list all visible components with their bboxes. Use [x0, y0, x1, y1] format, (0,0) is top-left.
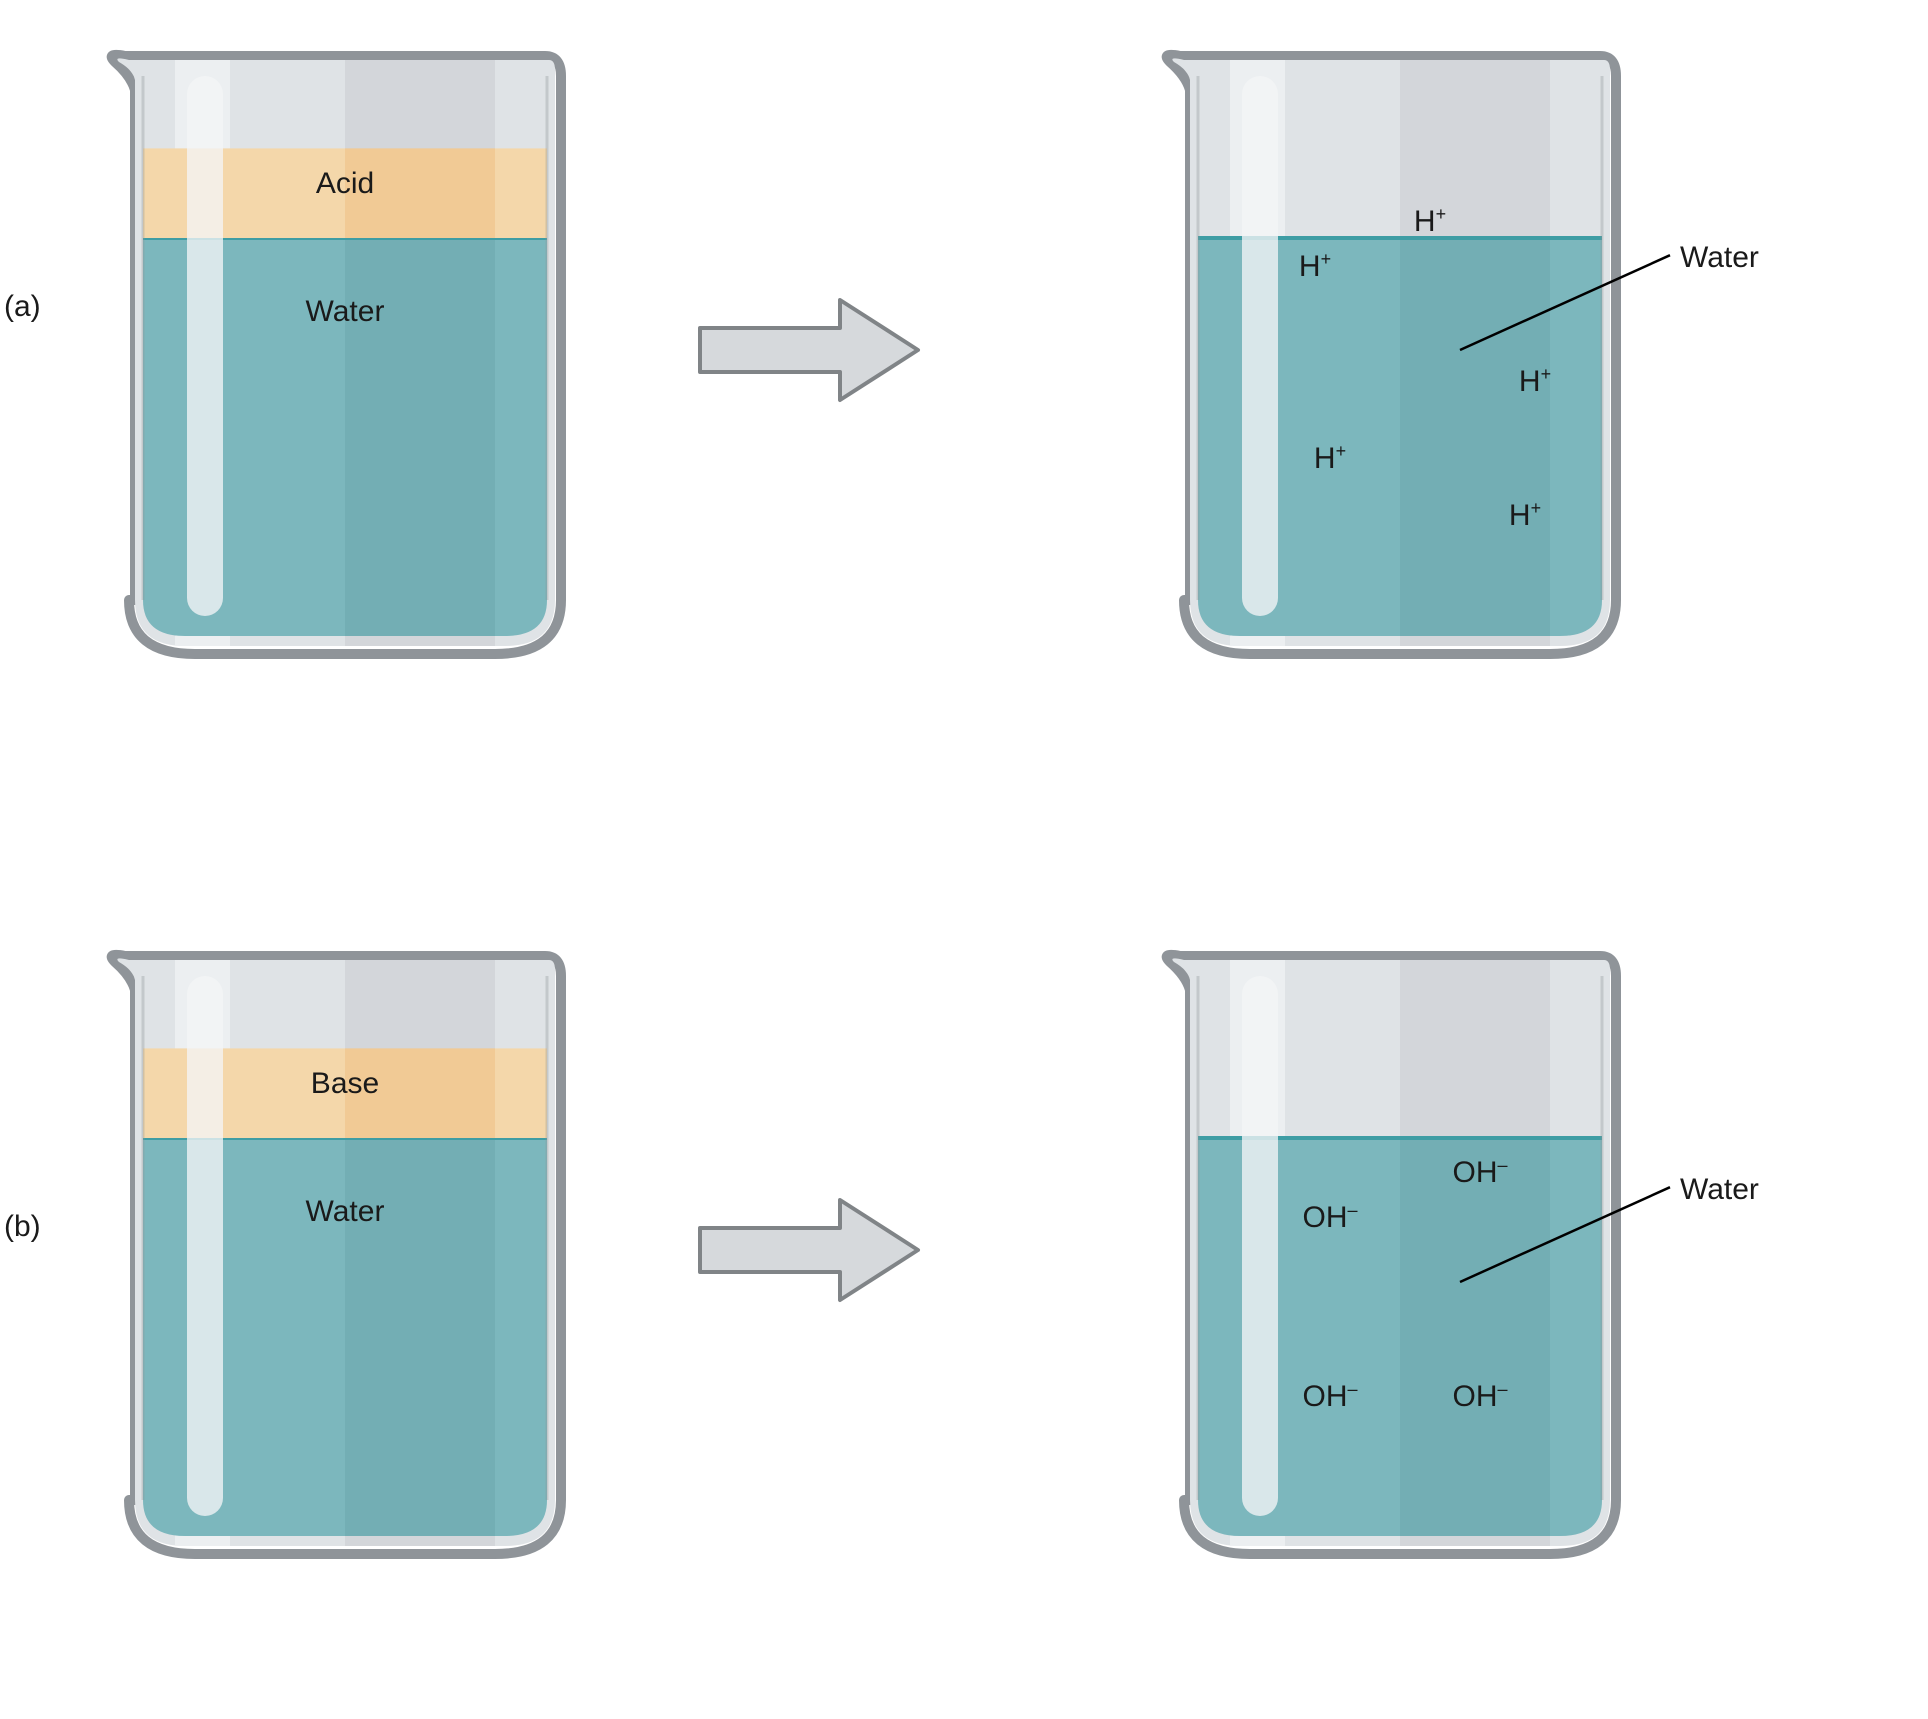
- arrow-icon: [690, 290, 930, 410]
- diagram-stage: (a) (b) Acid Water H+H+H+H+H+Water Base Wa…: [0, 0, 1928, 1719]
- layer-label: Base: [311, 1067, 379, 1101]
- beaker-b-right: OH–OH–OH–OH–Water: [1150, 930, 1650, 1570]
- beaker-icon: [95, 930, 595, 1570]
- panel-b-label: (b): [4, 1210, 41, 1244]
- arrow-a: [690, 290, 930, 410]
- callout-line: [1150, 30, 1800, 670]
- water-label: Water: [306, 1195, 385, 1229]
- beaker-icon: [95, 30, 595, 670]
- layer-label: Acid: [316, 167, 374, 201]
- callout-line: [1150, 930, 1800, 1570]
- arrow-b: [690, 1190, 930, 1310]
- water-label: Water: [306, 295, 385, 329]
- beaker-a-right: H+H+H+H+H+Water: [1150, 30, 1650, 670]
- panel-a-label: (a): [4, 290, 41, 324]
- callout-label: Water: [1680, 241, 1759, 275]
- beaker-b-left: Base Water: [95, 930, 595, 1570]
- arrow-icon: [690, 1190, 930, 1310]
- callout-label: Water: [1680, 1173, 1759, 1207]
- beaker-a-left: Acid Water: [95, 30, 595, 670]
